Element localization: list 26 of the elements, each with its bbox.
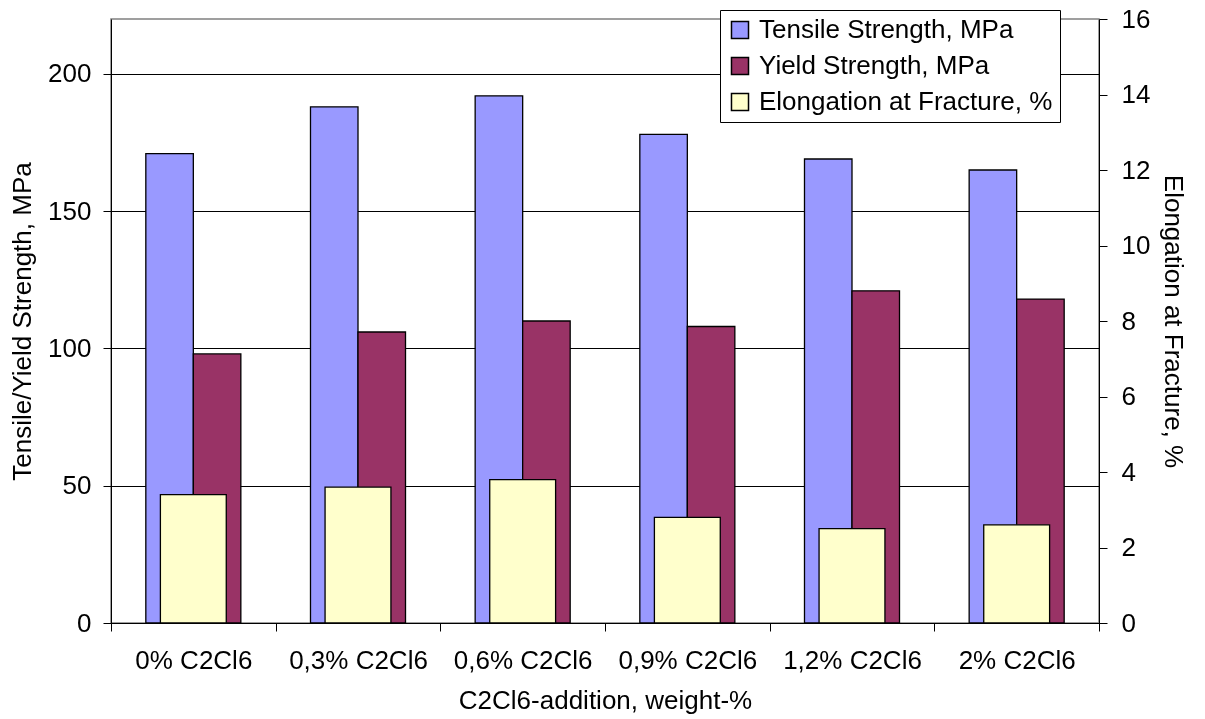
y2-tick-label: 2 [1121,532,1136,562]
x-tick-label: 0,3% C2Cl6 [289,644,428,675]
y2-tick-label: 8 [1121,305,1136,336]
y2-tick-label: 16 [1121,3,1151,34]
x-axis-title: C2Cl6-addition, weight-% [458,684,753,715]
y-tick-label: 100 [48,332,92,363]
x-tick-label: 0% C2Cl6 [135,644,253,675]
y-tick-label: 0 [77,607,92,638]
y2-tick-label: 0 [1121,607,1136,638]
legend-label: Tensile Strength, MPa [759,14,1014,44]
y2-axis-title: Elongation at Fracture, % [1159,174,1190,469]
y2-tick-label: 12 [1121,154,1151,185]
y2-tick-label: 14 [1121,79,1151,109]
y2-tick-label: 10 [1121,230,1151,260]
x-tick-label: 1,2% C2Cl6 [783,644,922,675]
y2-tick-label: 4 [1121,456,1136,487]
x-tick-label: 0,9% C2Cl6 [618,644,758,675]
y2-tick-label: 6 [1121,381,1136,411]
y-tick-label: 150 [48,195,92,226]
y-axis-title: Tensile/Yield Strength, MPa [7,161,38,481]
legend-label: Yield Strength, MPa [759,50,990,80]
x-tick-label: 2% C2Cl6 [958,644,1076,675]
legend-label: Elongation at Fracture, % [759,86,1053,116]
x-tick-label: 0,6% C2Cl6 [453,644,593,675]
y-tick-label: 50 [62,470,92,501]
y-tick-label: 200 [48,58,92,89]
